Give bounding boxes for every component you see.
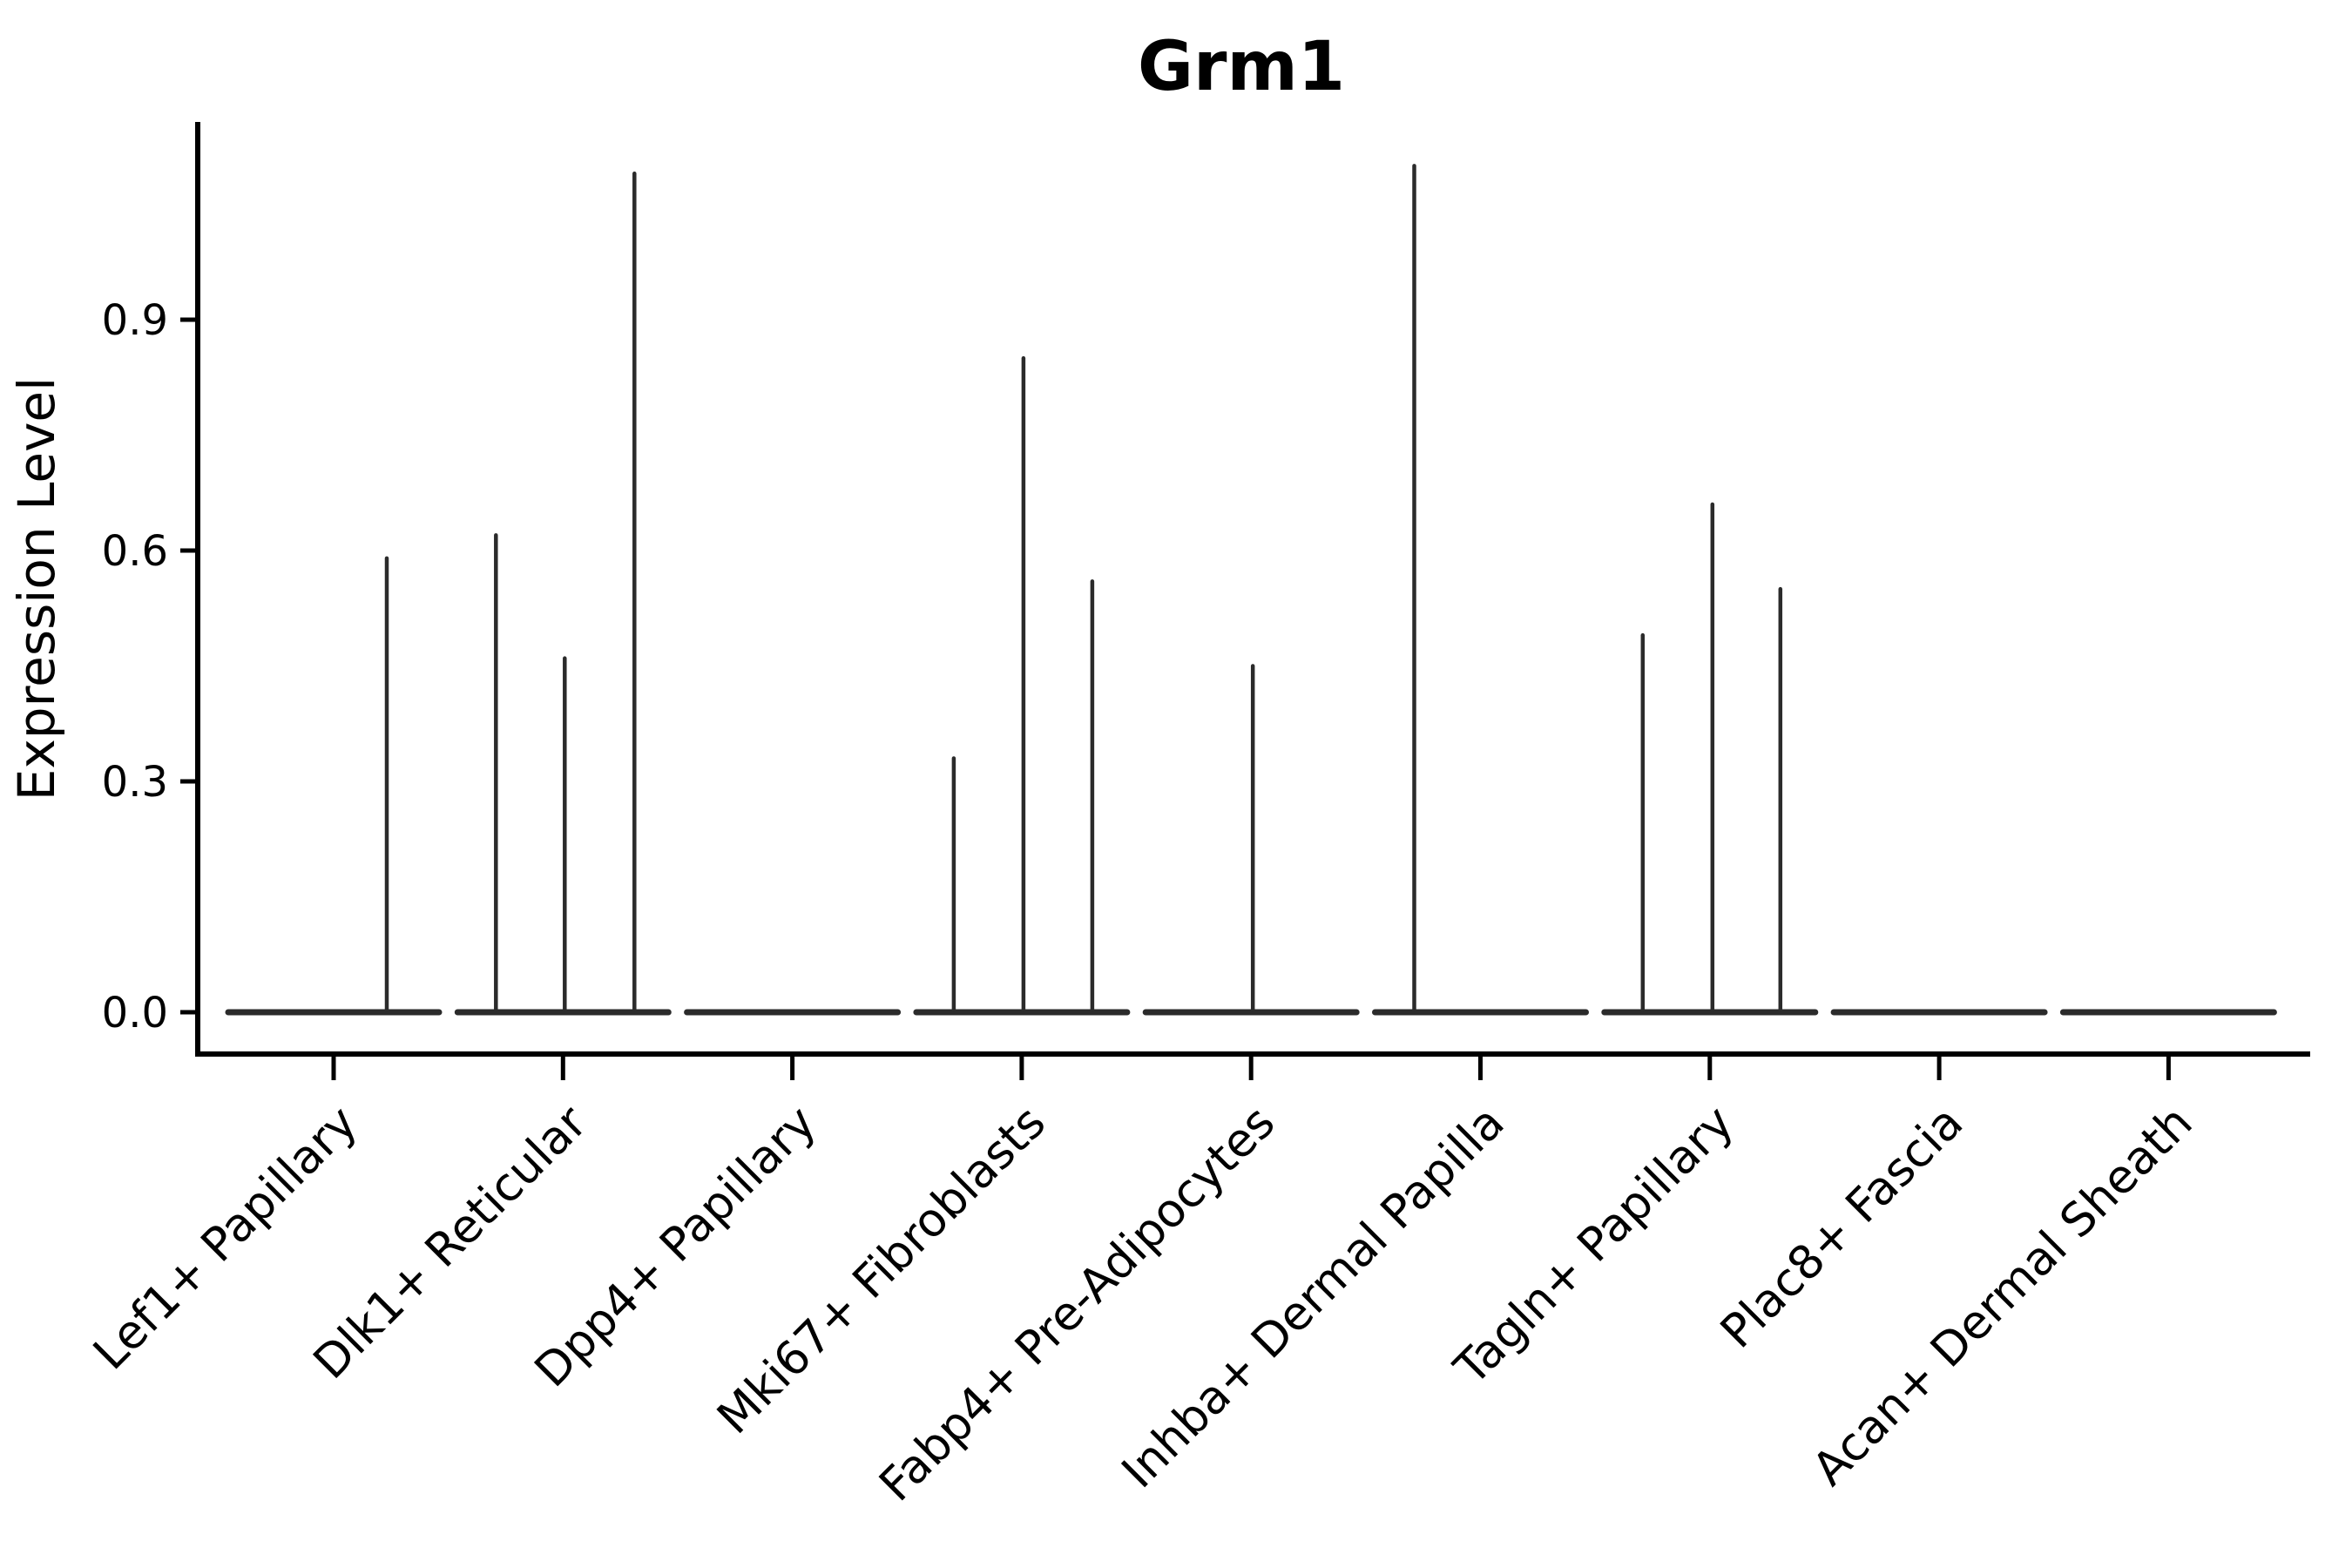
y-tick-label: 0.9 xyxy=(102,296,168,345)
violin-6 xyxy=(1601,502,1819,1016)
plot-title: Grm1 xyxy=(1138,28,1345,106)
violins-layer xyxy=(225,164,2277,1016)
y-axis-ticks: 0.0 0.3 0.6 0.9 xyxy=(102,296,198,1037)
violin-1 xyxy=(454,171,672,1016)
y-tick-label: 0.6 xyxy=(102,527,168,576)
y-axis-title: Expression Level xyxy=(7,377,66,801)
violin-4 xyxy=(1142,664,1360,1016)
y-tick-label: 0.3 xyxy=(102,758,168,807)
y-tick-label: 0.0 xyxy=(102,989,168,1037)
violin-3 xyxy=(913,355,1131,1016)
violin-0 xyxy=(225,556,443,1016)
violin-5 xyxy=(1372,164,1589,1016)
